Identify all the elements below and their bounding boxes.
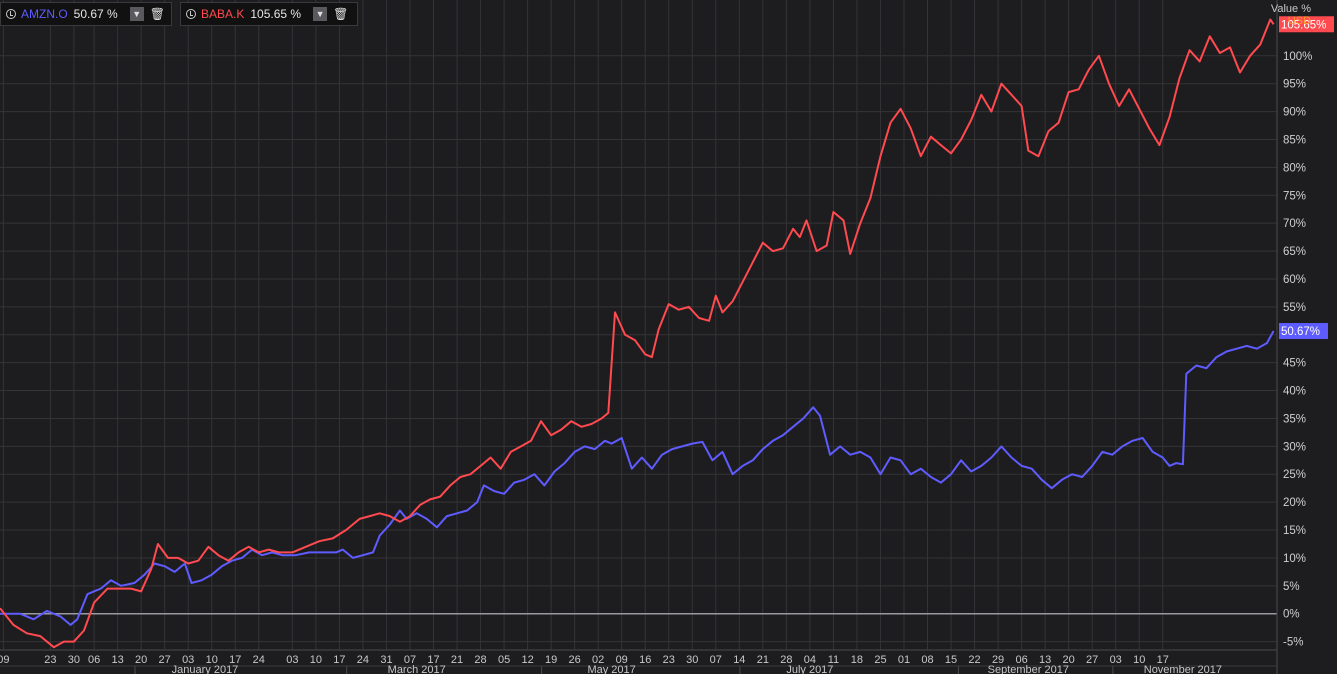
y-tick-label: 80% [1283, 162, 1306, 174]
x-tick-label: 16 [639, 654, 651, 666]
plot-area [0, 0, 1277, 650]
y-tick-label: 20% [1283, 497, 1306, 509]
x-tick-label: 07 [710, 654, 722, 666]
legend-amzn[interactable]: AMZN.O 50.67 % ▼ 🗑 [0, 2, 172, 26]
x-tick-label: 18 [851, 654, 863, 666]
last-value-label: 50.67% [1281, 326, 1320, 338]
month-label: May 2017 [587, 664, 635, 674]
x-tick-label: 23 [663, 654, 675, 666]
y-tick-label: 45% [1283, 358, 1306, 370]
x-tick-label: 02 [592, 654, 604, 666]
x-tick-label: 06 [1015, 654, 1027, 666]
x-tick-label: 10 [310, 654, 322, 666]
x-tick-label: 14 [733, 654, 745, 666]
y-tick-label: 40% [1283, 386, 1306, 398]
x-tick-label: 13 [1039, 654, 1051, 666]
x-tick-label: 27 [1086, 654, 1098, 666]
x-tick-label: 30 [686, 654, 698, 666]
x-tick-label: 20 [1063, 654, 1075, 666]
last-value-label: 105.65% [1281, 19, 1326, 31]
chevron-down-icon[interactable]: ▼ [313, 7, 328, 21]
x-tick-label: 23 [44, 654, 56, 666]
x-tick-label: 28 [474, 654, 486, 666]
series-line-amzn-o [0, 330, 1275, 626]
y-tick-label: 25% [1283, 469, 1306, 481]
clock-icon [6, 9, 16, 19]
x-tick-label: 09 [0, 654, 9, 666]
legend-baba-value: 105.65 % [250, 7, 302, 21]
x-tick-label: 19 [545, 654, 557, 666]
y-tick-label: -5% [1283, 637, 1303, 649]
y-tick-label: 35% [1283, 413, 1306, 425]
last-value-badge [1279, 16, 1334, 33]
x-tick-label: 21 [451, 654, 463, 666]
x-tick-label: 17 [229, 654, 241, 666]
x-tick-label: 17 [333, 654, 345, 666]
x-tick-label: 07 [404, 654, 416, 666]
month-label: January 2017 [172, 664, 239, 674]
legend-amzn-value: 50.67 % [73, 7, 118, 21]
x-tick-label: 17 [1157, 654, 1169, 666]
x-tick-label: 15 [945, 654, 957, 666]
x-tick-label: 28 [780, 654, 792, 666]
legend-amzn-ticker: AMZN.O [21, 7, 68, 21]
y-tick-label: 70% [1283, 218, 1306, 230]
last-value-badge [1279, 323, 1328, 340]
x-tick-label: 05 [498, 654, 510, 666]
x-tick-label: 10 [1133, 654, 1145, 666]
x-tick-label: 11 [828, 654, 839, 666]
month-label: September 2017 [988, 664, 1069, 674]
x-tick-label: 26 [569, 654, 581, 666]
x-tick-label: 13 [111, 654, 123, 666]
x-tick-label: 01 [898, 654, 910, 666]
y-tick-label: 95% [1283, 79, 1306, 91]
trash-icon[interactable]: 🗑 [149, 7, 165, 21]
x-tick-label: 03 [182, 654, 194, 666]
x-tick-label: 03 [286, 654, 298, 666]
y-tick-label: 90% [1283, 107, 1306, 119]
x-tick-label: 08 [921, 654, 933, 666]
x-tick-label: 06 [88, 654, 100, 666]
y-tick-label: 15% [1283, 525, 1306, 537]
trash-icon[interactable]: 🗑 [333, 7, 349, 21]
y-tick-label: 5% [1283, 581, 1300, 593]
y-tick-label: 0% [1283, 609, 1300, 621]
x-tick-label: 27 [159, 654, 171, 666]
series-line-baba-k [0, 18, 1275, 649]
x-tick-label: 30 [68, 654, 80, 666]
month-label: November 2017 [1144, 664, 1222, 674]
clock-icon [186, 9, 196, 19]
x-tick-label: 24 [357, 654, 369, 666]
axis-currency: USD [1287, 15, 1311, 27]
y-tick-label: 65% [1283, 246, 1306, 258]
y-tick-label: 60% [1283, 274, 1306, 286]
legend-baba-ticker: BABA.K [201, 7, 245, 21]
y-tick-label: 55% [1283, 302, 1306, 314]
y-tick-label: 100% [1283, 51, 1312, 63]
axis-title: Value % [1270, 3, 1311, 15]
x-tick-label: 29 [992, 654, 1004, 666]
x-tick-label: 24 [253, 654, 265, 666]
y-tick-label: 30% [1283, 441, 1306, 453]
x-tick-label: 25 [874, 654, 886, 666]
x-tick-label: 10 [206, 654, 218, 666]
x-tick-label: 12 [521, 654, 533, 666]
x-tick-label: 20 [135, 654, 147, 666]
x-tick-label: 31 [380, 654, 392, 666]
x-tick-label: 09 [616, 654, 628, 666]
y-tick-label: 75% [1283, 190, 1306, 202]
month-label: July 2017 [786, 664, 833, 674]
legend-baba[interactable]: BABA.K 105.65 % ▼ 🗑 [180, 2, 358, 26]
x-tick-label: 03 [1110, 654, 1122, 666]
y-tick-label: 10% [1283, 553, 1306, 565]
month-label: March 2017 [388, 664, 446, 674]
x-tick-label: 21 [757, 654, 769, 666]
x-tick-label: 22 [968, 654, 980, 666]
y-tick-label: 85% [1283, 134, 1306, 146]
x-tick-label: 04 [804, 654, 816, 666]
x-tick-label: 17 [427, 654, 439, 666]
chevron-down-icon[interactable]: ▼ [129, 7, 144, 21]
